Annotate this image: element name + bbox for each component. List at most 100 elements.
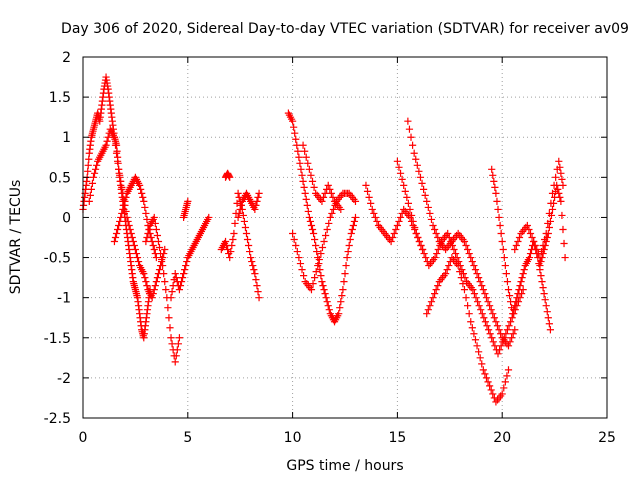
data-point — [124, 217, 132, 226]
data-point — [341, 270, 349, 278]
data-point — [559, 181, 567, 189]
data-point — [558, 175, 566, 183]
data-point — [299, 177, 307, 185]
data-point — [134, 257, 143, 266]
data-point — [544, 229, 552, 238]
x-tick-label: 10 — [284, 430, 302, 446]
data-point — [241, 223, 250, 232]
data-point — [253, 197, 261, 205]
data-point — [493, 322, 502, 330]
data-point — [512, 298, 520, 306]
data-point — [423, 197, 431, 205]
y-tick-label: 0.5 — [49, 170, 71, 186]
data-point — [182, 261, 190, 270]
data-point — [301, 147, 309, 155]
data-point — [103, 137, 111, 145]
data-point — [336, 304, 344, 312]
data-point — [168, 288, 176, 296]
data-point — [478, 310, 486, 318]
data-point — [140, 270, 148, 278]
data-point — [424, 306, 432, 314]
y-axis-label: SDTVAR / TECUs — [8, 180, 24, 295]
data-point — [308, 225, 317, 234]
data-point — [317, 272, 325, 280]
data-point — [121, 197, 129, 205]
data-point — [498, 237, 506, 246]
data-point — [490, 314, 498, 322]
data-point — [420, 185, 428, 193]
data-point — [506, 318, 515, 326]
data-point — [151, 282, 159, 290]
data-point — [307, 221, 316, 230]
data-point — [505, 322, 513, 330]
data-point — [248, 257, 256, 266]
data-point — [251, 205, 259, 214]
data-point — [467, 253, 475, 262]
data-point — [421, 191, 429, 199]
data-point — [501, 378, 509, 386]
data-point — [93, 161, 101, 169]
data-point — [486, 302, 494, 310]
axis-ticks: 0 5 10 15 20 25 2 1.5 1 0.5 0 -0.5 -1 -1.5 -2 -2.5 — [44, 50, 616, 446]
data-point — [528, 233, 536, 242]
y-tick-label: -0.5 — [44, 251, 71, 267]
data-point — [396, 213, 405, 222]
data-point — [234, 189, 242, 197]
data-point — [470, 261, 478, 270]
data-point — [323, 225, 331, 234]
data-point — [546, 326, 555, 334]
data-point — [296, 259, 305, 268]
data-point — [525, 253, 534, 262]
data-point — [112, 149, 121, 157]
data-point — [104, 133, 112, 141]
data-point — [294, 147, 302, 155]
data-point — [552, 173, 560, 181]
data-point — [505, 292, 514, 300]
data-point — [478, 360, 486, 368]
data-point — [420, 249, 428, 258]
data-point — [303, 201, 311, 210]
data-point — [113, 157, 122, 165]
data-point — [432, 286, 440, 294]
data-point — [240, 217, 248, 226]
data-point — [315, 255, 323, 264]
data-point — [320, 237, 328, 246]
data-point — [489, 171, 497, 179]
data-point — [85, 197, 93, 205]
data-point — [125, 221, 133, 230]
data-point — [340, 278, 348, 286]
data-point — [126, 225, 134, 234]
data-point — [561, 253, 569, 262]
data-point — [118, 209, 126, 218]
data-point — [481, 370, 489, 378]
data-point — [255, 294, 263, 302]
data-point — [118, 183, 126, 191]
data-point — [470, 330, 478, 338]
data-point — [413, 161, 421, 169]
data-point — [317, 249, 325, 258]
data-point — [486, 330, 494, 338]
data-point — [320, 286, 328, 294]
data-point — [171, 270, 179, 278]
data-point — [162, 286, 170, 294]
data-point — [180, 270, 188, 278]
data-point — [518, 274, 526, 282]
data-point — [404, 199, 413, 208]
data-point — [298, 265, 306, 274]
y-tick-label: 1 — [62, 130, 71, 146]
data-point — [506, 338, 514, 346]
data-point — [445, 233, 453, 242]
data-point — [302, 195, 310, 203]
data-point — [139, 193, 147, 201]
data-point — [515, 286, 523, 294]
data-point — [117, 177, 125, 185]
data-point — [554, 185, 562, 193]
data-point — [167, 294, 175, 302]
data-point — [172, 352, 180, 360]
data-point — [342, 261, 350, 270]
data-point — [456, 267, 464, 276]
data-point — [138, 189, 146, 197]
data-point — [465, 310, 473, 318]
data-point — [296, 159, 304, 167]
data-point — [161, 245, 169, 254]
